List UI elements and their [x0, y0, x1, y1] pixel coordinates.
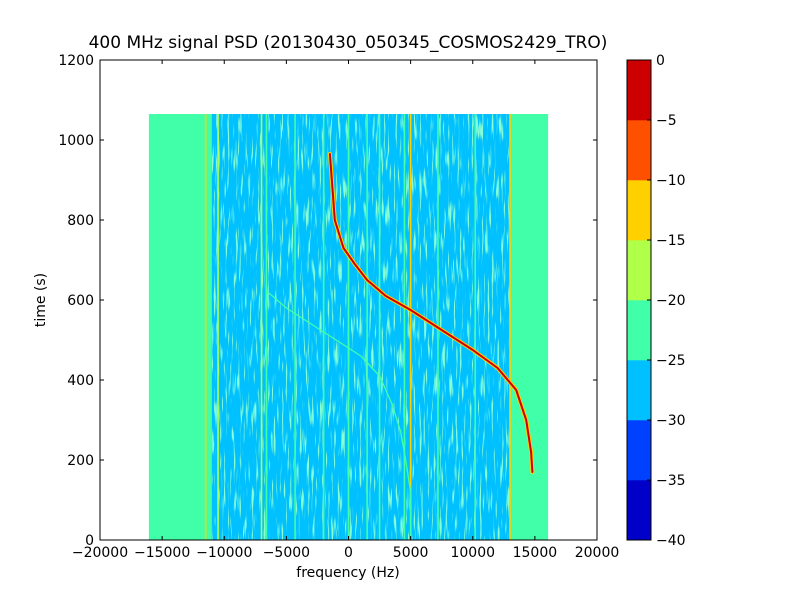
colorbar: −40 −35 −30 −25 −20 −15 −10 −5 0 [626, 53, 686, 549]
heatmap-noise [211, 114, 511, 540]
x-tick-label: 10000 [450, 545, 495, 561]
y-tick-label: 800 [67, 213, 94, 229]
x-tick-label: −5000 [263, 545, 310, 561]
x-tick-label: 5000 [393, 545, 429, 561]
y-tick-label: 400 [67, 373, 94, 389]
signal-track-0 [328, 153, 534, 473]
colorbar-segment-7 [627, 60, 651, 121]
y-tick-label: 1200 [58, 53, 94, 69]
colorbar-tick-label: −20 [656, 293, 686, 309]
x-tick-label: 15000 [513, 545, 558, 561]
plot-area: −20000 −15000 −10000 −5000 0 5000 10000 15000 20… [58, 53, 619, 561]
colorbar-tick-label: −35 [656, 473, 686, 489]
colorbar-segment-2 [627, 360, 651, 421]
colorbar-tick-label: −30 [656, 413, 686, 429]
colorbar-tick-label: 0 [656, 53, 665, 69]
colorbar-tick-label: −5 [656, 113, 677, 129]
x-axis-label: frequency (Hz) [296, 565, 399, 581]
x-tick-label: −20000 [72, 545, 128, 561]
colorbar-tick-label: −40 [656, 533, 686, 549]
signal-track-1 [267, 291, 412, 541]
y-tick-label: 200 [67, 453, 94, 469]
y-tick-label: 0 [85, 533, 94, 549]
x-tick-label: −10000 [196, 545, 252, 561]
y-tick-label: 600 [67, 293, 94, 309]
colorbar-tick-label: −15 [656, 233, 686, 249]
colorbar-segment-5 [627, 180, 651, 241]
x-tick-label: 20000 [575, 545, 620, 561]
colorbar-segment-6 [627, 120, 651, 181]
colorbar-segment-4 [627, 240, 651, 301]
colorbar-tick-label: −10 [656, 173, 686, 189]
colorbar-tick-label: −25 [656, 353, 686, 369]
y-axis-label: time (s) [33, 273, 49, 327]
colorbar-segment-1 [627, 420, 651, 481]
x-tick-label: 0 [344, 545, 353, 561]
colorbar-segment-0 [627, 480, 651, 541]
y-tick-label: 1000 [58, 133, 94, 149]
chart-title: 400 MHz signal PSD (20130430_050345_COSM… [89, 33, 608, 53]
x-tick-label: −15000 [134, 545, 190, 561]
colorbar-segment-3 [627, 300, 651, 361]
